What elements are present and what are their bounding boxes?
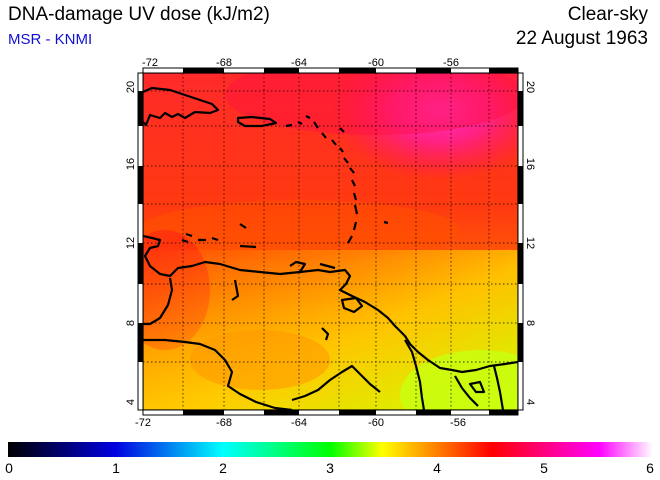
date-label: 22 August 1963 bbox=[515, 28, 648, 49]
colorbar bbox=[8, 442, 653, 457]
lat-tick-right: 20 bbox=[524, 81, 536, 93]
lon-tick-bottom: -68 bbox=[216, 417, 232, 429]
colorbar-label: 0 bbox=[5, 460, 13, 476]
lon-tick-top: -56 bbox=[443, 57, 459, 69]
lon-tick-top: -64 bbox=[291, 57, 307, 69]
uv-dose-map: -72 -68 -64 -60 -56 -72 -68 -64 -60 -56 … bbox=[125, 57, 536, 429]
lat-tick-left: 8 bbox=[125, 320, 137, 326]
lon-tick-bottom: -64 bbox=[291, 417, 307, 429]
lon-tick-bottom: -72 bbox=[135, 417, 151, 429]
map-title: DNA-damage UV dose (kJ/m2) bbox=[8, 4, 270, 25]
colorbar-label: 4 bbox=[433, 460, 441, 476]
lat-tick-left: 16 bbox=[125, 158, 137, 170]
lat-tick-right: 4 bbox=[524, 399, 536, 405]
uv-dose-field bbox=[143, 73, 518, 410]
coastlines bbox=[143, 86, 518, 410]
data-source-label: MSR - KNMI bbox=[8, 31, 93, 48]
lat-tick-right: 12 bbox=[524, 237, 536, 249]
lon-tick-top: -72 bbox=[142, 57, 158, 69]
map-border-ticks bbox=[137, 67, 524, 416]
lat-tick-left: 12 bbox=[125, 237, 137, 249]
colorbar-label: 5 bbox=[540, 460, 548, 476]
lat-tick-right: 8 bbox=[524, 320, 536, 326]
lon-tick-top: -60 bbox=[368, 57, 384, 69]
colorbar-label: 6 bbox=[646, 460, 654, 476]
lat-tick-right: 16 bbox=[524, 158, 536, 170]
lon-tick-bottom: -60 bbox=[368, 417, 384, 429]
lat-tick-left: 4 bbox=[125, 399, 137, 405]
colorbar-label: 1 bbox=[112, 460, 120, 476]
colorbar-label: 2 bbox=[219, 460, 227, 476]
colorbar-label: 3 bbox=[326, 460, 334, 476]
lat-tick-left: 20 bbox=[125, 81, 137, 93]
sky-condition-label: Clear-sky bbox=[567, 4, 648, 25]
lon-tick-bottom: -56 bbox=[450, 417, 466, 429]
lon-tick-top: -68 bbox=[216, 57, 232, 69]
map-gridlines bbox=[143, 73, 518, 410]
